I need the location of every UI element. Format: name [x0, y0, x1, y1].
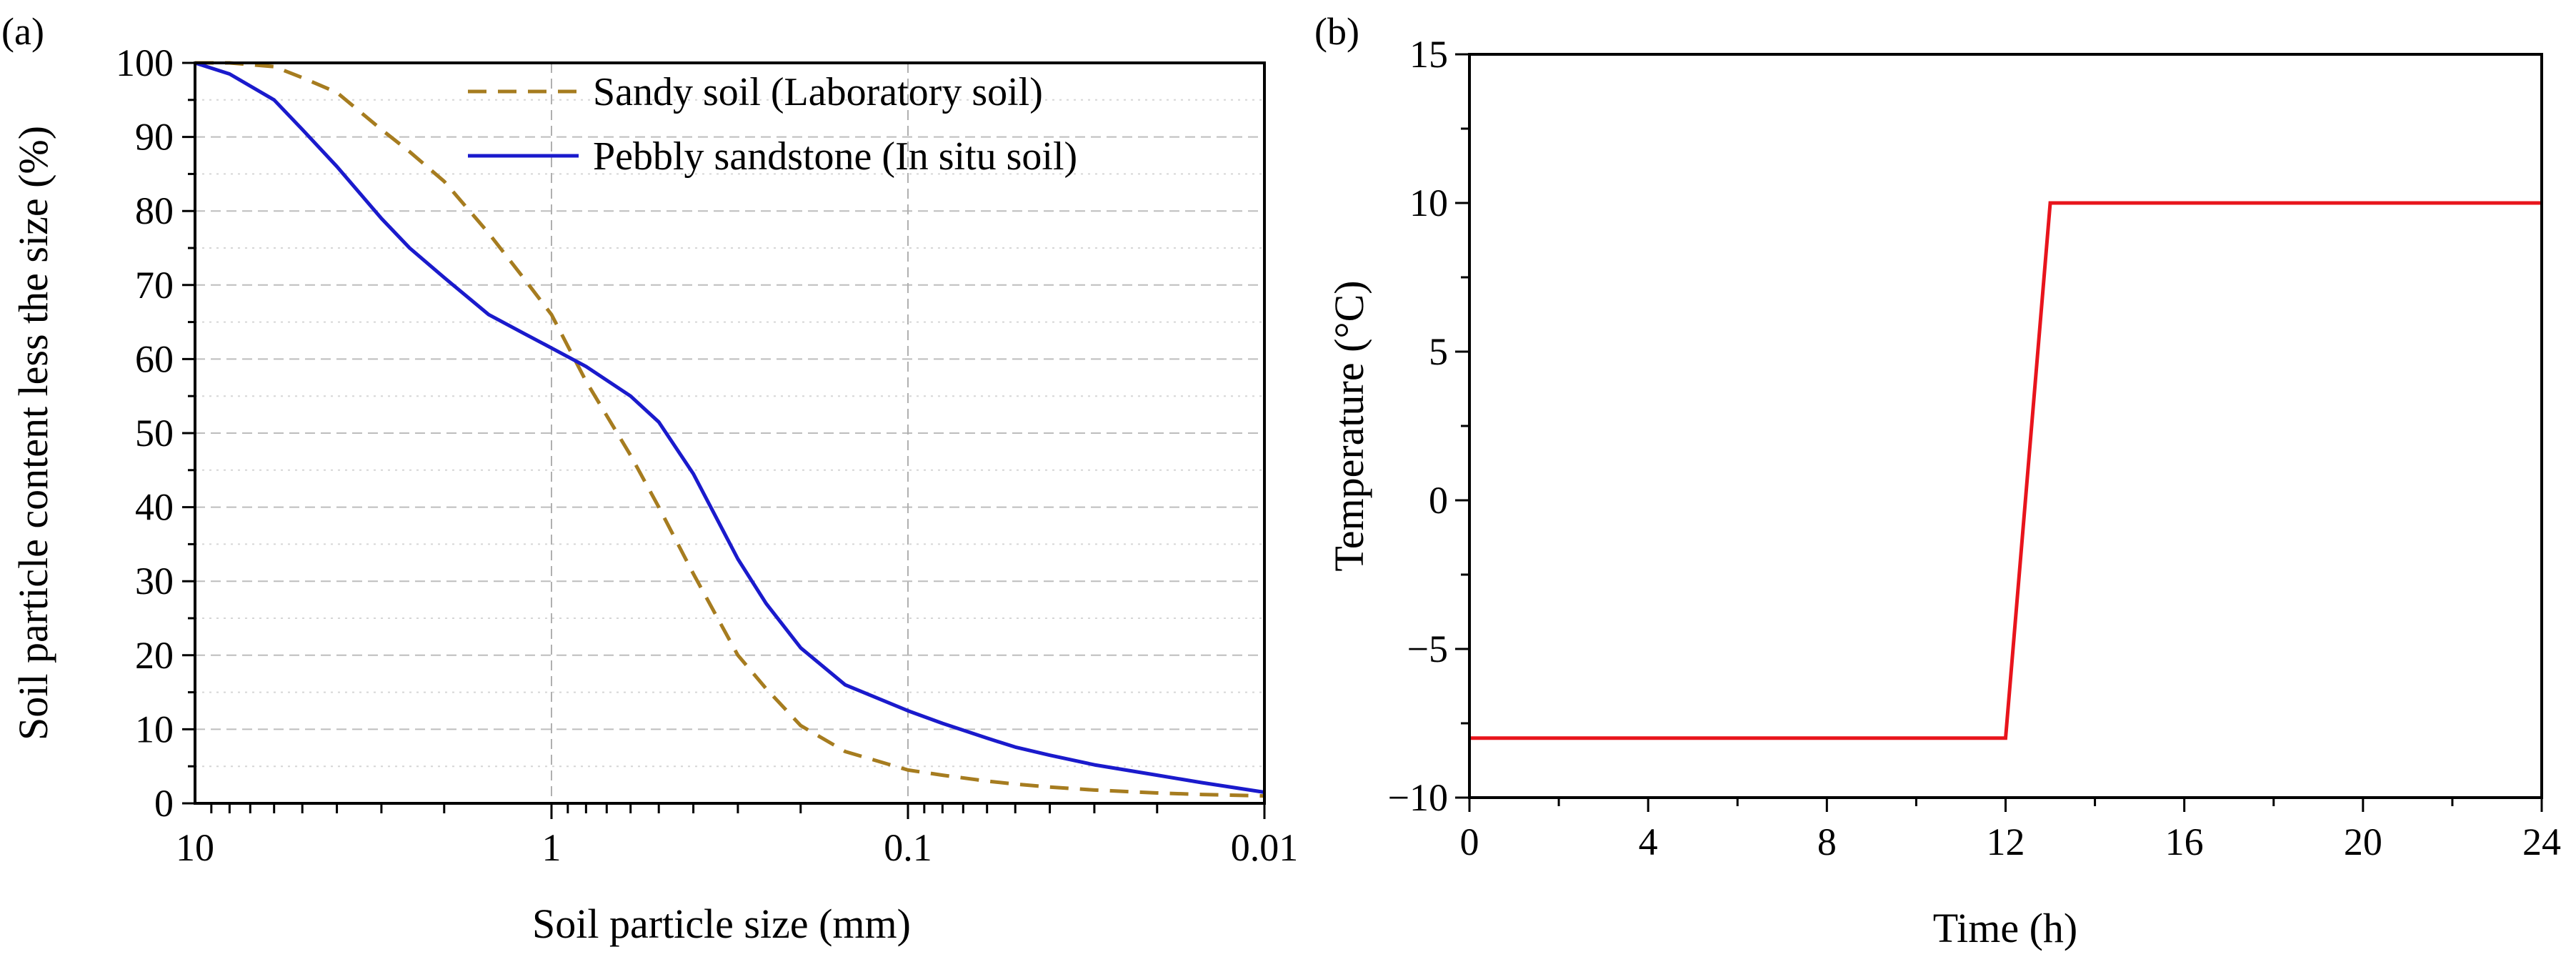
panel-a-legend: Sandy soil (Laboratory soil) Pebbly sands… [468, 70, 1077, 179]
y-tick-label: 5 [1429, 330, 1448, 373]
y-tick-label: 100 [116, 41, 174, 84]
legend-pebbly-sandstone-label: Pebbly sandstone (In situ soil) [593, 134, 1077, 179]
x-tick-label: 4 [1639, 820, 1658, 863]
x-tick-label: 1 [542, 826, 561, 869]
x-tick-label: 0.01 [1231, 826, 1299, 869]
x-tick-label: 8 [1817, 820, 1837, 863]
y-tick-label: 30 [135, 560, 174, 602]
sandy-soil-line [195, 61, 1265, 798]
panel-a-grid [195, 63, 1264, 803]
panel-b-chart: (b) 0 4 8 12 16 20 24 −10 −5 0 5 10 15 Time (h) Temp… [1314, 10, 2561, 951]
y-tick-label: 20 [135, 634, 174, 677]
y-tick-label: 15 [1409, 33, 1448, 76]
x-tick-label: 12 [1987, 820, 2025, 863]
panel-b-x-axis-label: Time (h) [1933, 905, 2078, 951]
y-tick-label: 40 [135, 486, 174, 529]
y-tick-label: −5 [1407, 628, 1448, 670]
panel-a-label: (a) [1, 10, 44, 53]
y-tick-label: 10 [135, 708, 174, 750]
panel-b-series [1469, 201, 2542, 740]
y-tick-label: 60 [135, 337, 174, 380]
temperature-line [1469, 201, 2542, 740]
y-tick-label: 10 [1409, 182, 1448, 224]
x-tick-label: 0.1 [884, 826, 932, 869]
pebbly-sandstone-line [194, 61, 1265, 794]
panel-b-label: (b) [1314, 10, 1359, 53]
y-tick-label: 80 [135, 189, 174, 232]
x-tick-label: 20 [2344, 820, 2382, 863]
y-tick-label: 90 [135, 116, 174, 159]
panel-a-y-axis-label: Soil particle content less the size (%) [10, 126, 56, 740]
panel-a-x-axis-label: Soil particle size (mm) [532, 901, 911, 947]
x-tick-label: 16 [2165, 820, 2204, 863]
y-tick-label: 70 [135, 264, 174, 307]
legend-sandy-soil-label: Sandy soil (Laboratory soil) [593, 70, 1043, 114]
x-tick-label: 10 [176, 826, 214, 869]
panel-b-frame [1468, 53, 2543, 799]
y-tick-label: −10 [1388, 776, 1448, 819]
y-tick-label: 50 [135, 412, 174, 455]
y-tick-label: 0 [154, 782, 174, 825]
panel-b-y-axis-label: Temperature (°C) [1326, 280, 1372, 571]
x-tick-label: 0 [1460, 820, 1479, 863]
panel-a-series [194, 61, 1265, 798]
panel-b-ticks: 0 4 8 12 16 20 24 −10 −5 0 5 10 15 [1388, 33, 2561, 863]
x-tick-label: 24 [2522, 820, 2561, 863]
y-tick-label: 0 [1429, 479, 1448, 522]
